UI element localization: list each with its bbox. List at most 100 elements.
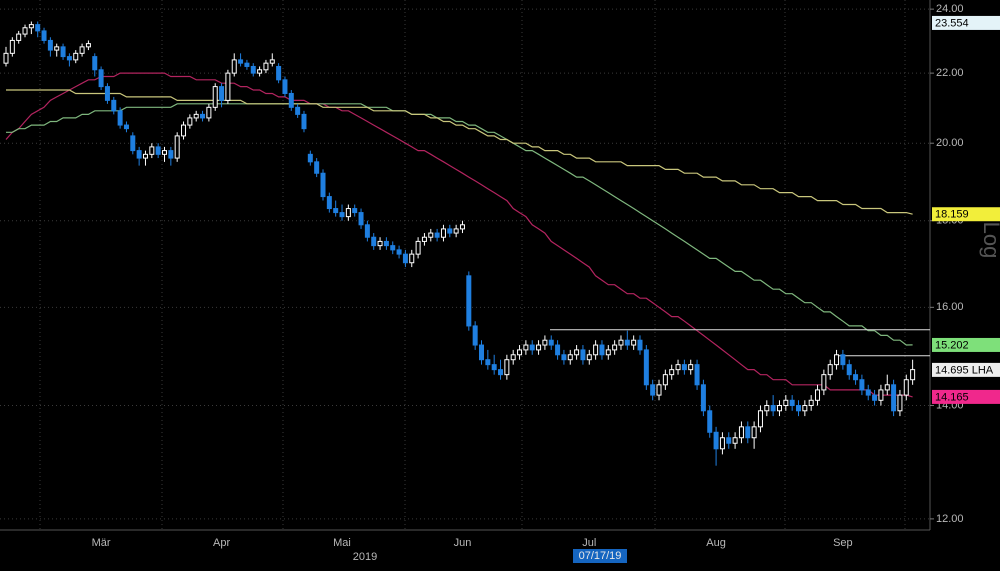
candle-body	[136, 150, 142, 159]
candle-body	[447, 228, 453, 234]
candle-body	[9, 39, 15, 54]
candle-body	[295, 106, 301, 115]
candle-body	[859, 379, 865, 391]
candle-body	[719, 437, 725, 450]
candle-body	[377, 240, 383, 247]
candle-body	[555, 344, 561, 356]
candle-body	[123, 124, 129, 130]
candle-body	[231, 59, 237, 74]
candle-body	[656, 384, 662, 396]
candle-body	[536, 344, 542, 351]
candle-body	[593, 344, 599, 356]
candle-body	[884, 384, 890, 391]
candle-body	[428, 232, 434, 238]
x-tick-label: Mär	[92, 537, 111, 549]
candle-body	[92, 56, 98, 71]
price-tag-label: 18.159	[935, 209, 969, 221]
candle-body	[517, 349, 523, 356]
candle-body	[282, 79, 288, 94]
candle-body	[612, 344, 618, 351]
candle-body	[149, 146, 155, 155]
candle-body	[3, 52, 9, 64]
candle-body	[796, 405, 801, 412]
candle-body	[181, 124, 187, 137]
candle-body	[669, 369, 675, 376]
candle-body	[402, 253, 408, 264]
candle-body	[66, 56, 72, 61]
candle-body	[187, 117, 193, 126]
candle-body	[472, 325, 478, 346]
candle-body	[142, 153, 148, 159]
candle-body	[117, 110, 123, 126]
candle-body	[523, 344, 529, 351]
candle-body	[694, 364, 700, 386]
candle-body	[485, 359, 491, 366]
candle-body	[853, 374, 859, 381]
candle-body	[22, 27, 28, 35]
candle-body	[802, 405, 808, 412]
candle-body	[415, 240, 421, 255]
candle-body	[288, 92, 294, 108]
candle-body	[707, 410, 713, 433]
candle-body	[878, 389, 884, 401]
price-tag-label: 14.695 LHA	[935, 364, 994, 376]
candle-body	[681, 364, 687, 371]
candle-body	[79, 46, 85, 54]
candle-body	[200, 113, 206, 119]
candle-body	[206, 106, 212, 119]
candle-body	[345, 208, 351, 218]
price-tag-box	[932, 362, 1000, 377]
price-tag-box	[932, 389, 1000, 404]
candle-body	[47, 39, 53, 51]
candle-body	[624, 339, 630, 346]
candle-body	[548, 339, 554, 346]
candle-body	[396, 249, 402, 255]
candle-body	[738, 426, 744, 439]
price-tag-label: 23.554	[935, 17, 969, 29]
candle-body	[783, 399, 789, 407]
candle-body	[390, 245, 396, 251]
candle-body	[834, 354, 840, 366]
candle-body	[269, 59, 275, 64]
candle-body	[238, 59, 244, 64]
candle-body	[453, 228, 459, 234]
candle-body	[35, 24, 41, 32]
candle-body	[276, 65, 282, 81]
candle-body	[174, 135, 180, 159]
candle-body	[98, 69, 104, 88]
year-label: 2019	[353, 551, 377, 563]
candle-body	[580, 349, 586, 361]
candle-body	[479, 344, 484, 361]
y-tick-label: 22.00	[936, 67, 964, 79]
candle-body	[891, 384, 897, 412]
candle-body	[542, 339, 548, 346]
x-tick-label: Jun	[454, 537, 472, 549]
candle-body	[846, 364, 852, 376]
candle-body	[193, 113, 199, 119]
cursor-label-box	[573, 549, 627, 563]
candle-body	[16, 33, 22, 41]
candle-body	[383, 240, 389, 247]
candle-body	[726, 437, 732, 444]
x-tick-label: Aug	[706, 537, 726, 549]
candle-body	[574, 349, 580, 356]
candle-body	[662, 374, 668, 386]
candle-body	[770, 405, 776, 412]
candle-body	[111, 99, 117, 112]
candle-body	[529, 344, 535, 351]
candle-body	[85, 43, 91, 48]
price-tag-box	[932, 207, 1000, 222]
candle-body	[263, 62, 269, 71]
cursor-label: 07/17/19	[579, 550, 622, 562]
candle-body	[409, 253, 415, 264]
candle-body	[440, 228, 446, 238]
candle-body	[466, 275, 472, 327]
candle-body	[776, 405, 782, 412]
candle-body	[225, 72, 231, 101]
candle-body	[815, 389, 821, 401]
candle-body	[688, 364, 694, 371]
candle-body	[897, 394, 903, 412]
candle-body	[491, 364, 497, 371]
candle-body	[155, 146, 161, 155]
